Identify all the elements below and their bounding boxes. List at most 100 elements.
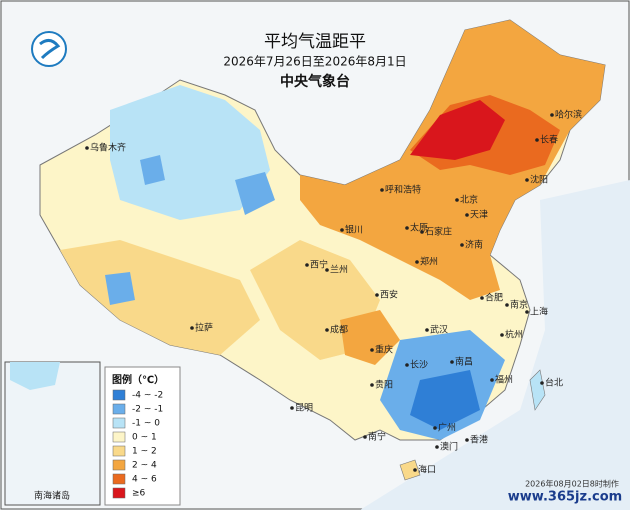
city-dot	[433, 426, 437, 430]
city-label: 贵阳	[375, 379, 393, 391]
legend-swatch	[112, 459, 126, 471]
sea	[360, 180, 630, 510]
city-dot	[500, 333, 504, 337]
city-label: 海口	[418, 464, 436, 476]
city-label: 西安	[380, 289, 398, 301]
logo-mark	[39, 39, 61, 60]
footer: 2026年08月02日8时制作	[525, 479, 619, 489]
legend-swatch	[112, 403, 126, 415]
city-label: 西宁	[310, 259, 328, 271]
city-label: 太原	[410, 222, 428, 234]
city-label: 上海	[530, 306, 548, 318]
city-dot	[380, 188, 384, 192]
inset-land	[10, 362, 60, 390]
city-label: 香港	[470, 434, 488, 446]
city-label: 银川	[345, 224, 363, 236]
city-label: 重庆	[375, 344, 393, 356]
legend-label: -2 ~ -1	[132, 405, 163, 415]
city-label: 济南	[465, 239, 483, 251]
city-dot	[465, 213, 469, 217]
zone-tibet	[60, 240, 260, 355]
city-label: 武汉	[430, 324, 448, 336]
city-label: 呼和浩特	[385, 184, 421, 196]
city-label: 郑州	[420, 256, 438, 268]
city-label: 天津	[470, 210, 488, 221]
watermark: www.365jz.com	[508, 490, 622, 505]
zone-cooler-3	[105, 272, 135, 305]
city-dot	[415, 260, 419, 264]
city-label: 澳门	[440, 441, 458, 453]
zone-cooler	[235, 172, 275, 215]
city-dot	[85, 146, 89, 150]
city-label: 南京	[510, 299, 528, 311]
city-dot	[340, 228, 344, 232]
city-label: 乌鲁木齐	[90, 142, 126, 154]
city-dot	[480, 296, 484, 300]
legend-swatch	[112, 487, 126, 499]
title: 平均气温距平	[264, 32, 366, 52]
inset-frame	[4, 361, 101, 506]
city-dot	[363, 435, 367, 439]
city-dot	[455, 198, 459, 202]
legend-swatch	[112, 417, 126, 429]
city-dot	[370, 348, 374, 352]
city-label: 南宁	[368, 431, 386, 443]
city-label: 长沙	[410, 359, 428, 371]
city-dot	[325, 328, 329, 332]
city-label: 北京	[460, 194, 478, 206]
city-label: 杭州	[505, 329, 523, 341]
city-dot	[413, 468, 417, 472]
legend-swatch	[112, 431, 126, 443]
legend-label: ≥6	[132, 489, 146, 499]
city-dot	[525, 310, 529, 314]
legend-swatch	[112, 445, 126, 457]
city-dot	[550, 113, 554, 117]
legend-label: 1 ~ 2	[132, 447, 157, 457]
city-dot	[375, 293, 379, 297]
city-label: 昆明	[295, 403, 313, 414]
city-dot	[505, 303, 509, 307]
city-label: 广州	[438, 422, 456, 434]
city-dot	[460, 243, 464, 247]
legend-label: -1 ~ 0	[132, 419, 160, 429]
city-dot	[370, 383, 374, 387]
city-dot	[405, 226, 409, 230]
city-label: 拉萨	[195, 322, 213, 334]
period: 2026年7月26日至2026年8月1日	[223, 55, 406, 69]
city-dot	[450, 360, 454, 364]
legend-label: 2 ~ 4	[132, 461, 157, 471]
zone-cool-xinjiang	[110, 85, 270, 220]
city-label: 兰州	[330, 264, 348, 276]
city-label: 南昌	[455, 356, 473, 368]
logo	[31, 31, 67, 67]
city-label: 石家庄	[425, 226, 452, 238]
agency: 中央气象台	[280, 73, 350, 90]
city-dot	[540, 381, 544, 385]
zone-cooler-2	[140, 155, 165, 185]
city-label: 沈阳	[530, 174, 548, 186]
city-dot	[190, 326, 194, 330]
zone-warm-sichuan	[340, 310, 400, 365]
zone-cold-south	[410, 370, 480, 430]
city-dot	[490, 378, 494, 382]
city-dot	[425, 328, 429, 332]
city-dot	[435, 445, 439, 449]
city-dot	[305, 263, 309, 267]
city-label: 合肥	[485, 292, 503, 304]
city-dot	[465, 438, 469, 442]
legend-swatch	[112, 473, 126, 485]
city-label: 福州	[495, 374, 513, 386]
city-dot	[535, 138, 539, 142]
legend: -4 ~ -2 -2 ~ -1 -1 ~ 0 0 ~ 1 1 ~ 2 2 ~ 4 4 ~ 6…	[112, 389, 163, 499]
city-label: 长春	[540, 134, 558, 146]
city-dot	[325, 268, 329, 272]
city-dot	[525, 178, 529, 182]
hainan	[399, 459, 421, 481]
city-label: 成都	[330, 324, 348, 336]
legend-title: 图例（℃）	[112, 373, 164, 386]
city-dot	[420, 230, 424, 234]
legend-label: 4 ~ 6	[132, 475, 157, 485]
legend-label: -4 ~ -2	[132, 391, 163, 401]
